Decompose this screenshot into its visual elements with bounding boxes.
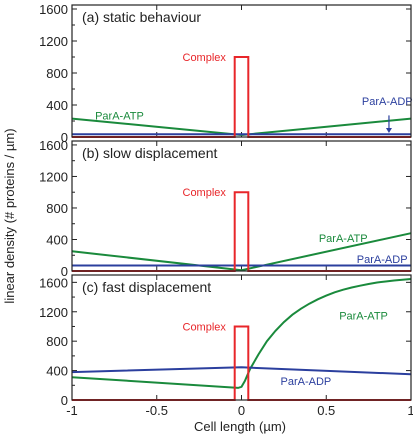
- series-complex: [72, 325, 411, 401]
- x-tick-label: -1: [66, 403, 78, 418]
- label-para-adp: ParA-ADP: [281, 376, 332, 388]
- series-para-adp: [71, 366, 412, 376]
- y-tick-label: 1600: [39, 275, 68, 290]
- panel-title: (b) slow displacement: [82, 145, 217, 161]
- x-tick-label: -0.5: [146, 403, 168, 418]
- label-para-atp: ParA-ATP: [95, 110, 144, 122]
- y-tick-label: 0: [61, 130, 68, 145]
- chart-panels: 0 400 800 1200 1600 Complex ParA-ATP ParA-ADP (a…: [39, 2, 413, 418]
- panel-title: (c) fast displacement: [82, 279, 211, 295]
- x-tick-label: 1: [407, 403, 413, 418]
- series-complex: [72, 56, 411, 138]
- y-tick-label: 1200: [39, 169, 68, 184]
- panel-2: 0 400 800 1200 1600 Complex ParA-ATP ParA-ADP (b…: [39, 138, 412, 279]
- panel-3: 0 400 800 1200 1600 -1 -0.5 0 0.5 1 Complex ParA-AT…: [39, 274, 413, 418]
- y-tick-label: 0: [61, 264, 68, 279]
- y-axis-label: linear density (# proteins / µm): [2, 128, 17, 303]
- y-tick-label: 1200: [39, 305, 68, 320]
- panel-title: (a) static behaviour: [82, 9, 201, 25]
- label-para-atp: ParA-ATP: [319, 233, 368, 245]
- x-tick-label: 0.5: [317, 403, 335, 418]
- y-tick-label: 1600: [39, 2, 68, 17]
- label-para-atp: ParA-ATP: [339, 310, 388, 322]
- annotation-arrow-head: [385, 128, 392, 133]
- y-tick-label: 400: [46, 364, 68, 379]
- label-complex: Complex: [183, 52, 227, 64]
- y-tick-label: 400: [46, 232, 68, 247]
- x-axis-label: Cell length (µm): [194, 419, 286, 434]
- label-complex: Complex: [183, 321, 227, 333]
- y-tick-label: 400: [46, 98, 68, 113]
- y-tick-label: 1600: [39, 138, 68, 153]
- plot-frame: [71, 4, 412, 138]
- y-tick-label: 800: [46, 201, 68, 216]
- plot-frame: [71, 274, 412, 401]
- y-tick-label: 800: [46, 66, 68, 81]
- panel-1: 0 400 800 1200 1600 Complex ParA-ATP ParA-ADP (a…: [39, 2, 413, 145]
- label-para-adp: ParA-ADP: [357, 254, 408, 266]
- y-tick-label: 0: [61, 393, 68, 408]
- y-tick-label: 800: [46, 334, 68, 349]
- y-tick-label: 1200: [39, 34, 68, 49]
- label-complex: Complex: [183, 187, 227, 199]
- plot-frame: [71, 140, 412, 272]
- series-para-atp: [71, 232, 412, 272]
- label-para-adp: ParA-ADP: [362, 96, 413, 108]
- x-tick-label: 0: [238, 403, 245, 418]
